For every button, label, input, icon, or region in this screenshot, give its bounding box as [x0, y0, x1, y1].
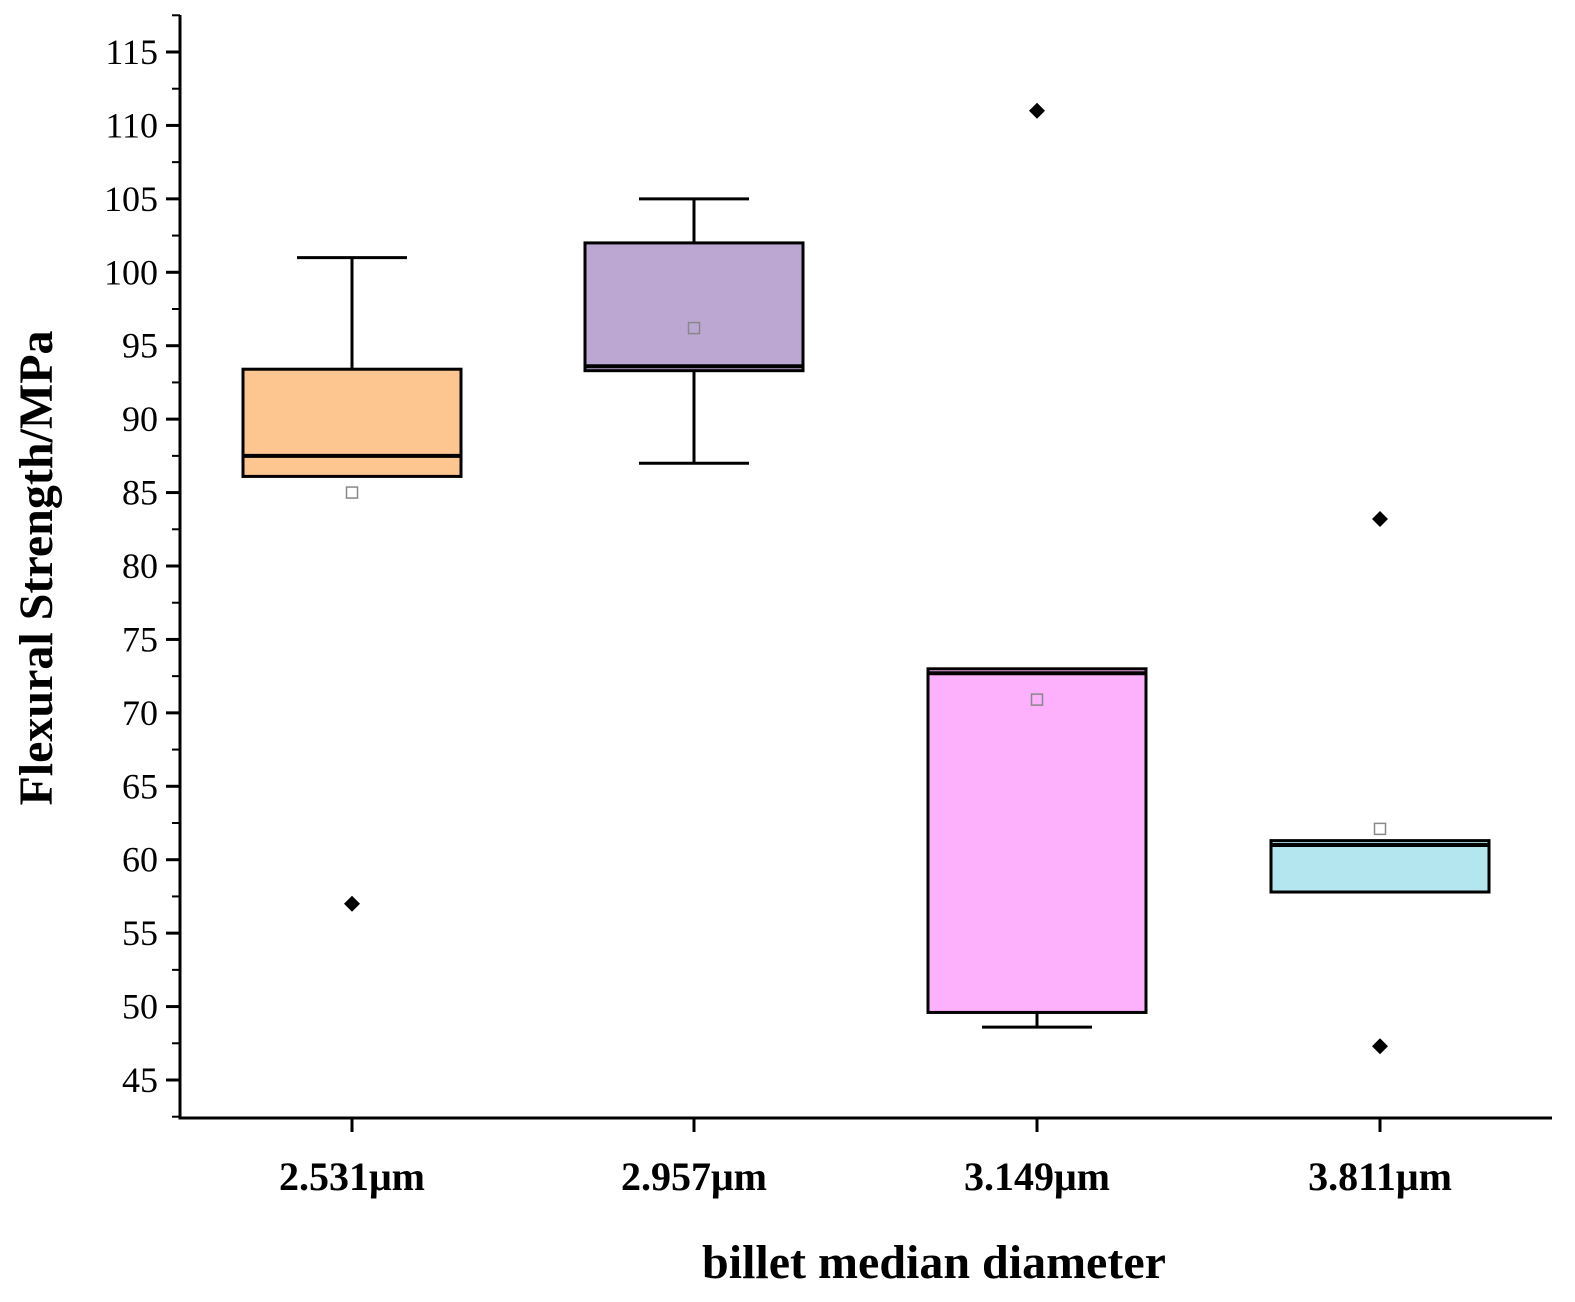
box-group-2 — [583, 197, 805, 465]
x-tick-label: 3.149μm — [964, 1154, 1110, 1199]
y-tick-label: 95 — [122, 326, 158, 366]
outlier-point — [1372, 511, 1388, 528]
y-tick-label: 75 — [122, 619, 158, 659]
x-axis-title: billet median diameter — [702, 1236, 1166, 1289]
iqr-box — [583, 241, 805, 373]
outlier-point — [1372, 1038, 1388, 1055]
y-axis-ticks: 45 50 55 60 65 70 75 80 85 90 95 100 105 110 115 — [104, 14, 180, 1118]
outlier-point — [344, 895, 360, 912]
iqr-box — [1269, 839, 1491, 894]
x-tick-label: 2.957μm — [621, 1154, 767, 1199]
y-tick-label: 105 — [104, 179, 158, 219]
outlier-point — [1029, 102, 1045, 119]
y-tick-label: 55 — [122, 913, 158, 953]
y-tick-label: 45 — [122, 1060, 158, 1100]
box-group-1 — [241, 256, 463, 912]
mean-marker — [1030, 693, 1044, 706]
y-tick-label: 50 — [122, 987, 158, 1027]
y-tick-label: 90 — [122, 399, 158, 439]
x-tick-label: 3.811μm — [1308, 1154, 1452, 1199]
y-tick-label: 85 — [122, 473, 158, 513]
mean-marker — [345, 486, 359, 499]
x-tick-label: 2.531μm — [279, 1154, 425, 1199]
y-tick-label: 100 — [104, 252, 158, 292]
iqr-box — [926, 667, 1148, 1014]
y-tick-label: 70 — [122, 693, 158, 733]
x-axis-ticks: 2.531μm 2.957μm 3.149μm 3.811μm — [279, 1118, 1452, 1199]
mean-marker — [687, 321, 701, 335]
y-axis-title: Flexural Strength/MPa — [10, 330, 63, 805]
iqr-box — [241, 367, 463, 478]
plot-area — [241, 102, 1491, 1055]
y-tick-label: 80 — [122, 546, 158, 586]
y-tick-label: 110 — [105, 105, 158, 145]
box-group-3 — [926, 102, 1148, 1029]
y-tick-label: 115 — [105, 32, 158, 72]
y-tick-label: 65 — [122, 766, 158, 806]
y-tick-label: 60 — [122, 840, 158, 880]
mean-marker — [1373, 822, 1387, 836]
box-group-4 — [1269, 511, 1491, 1055]
